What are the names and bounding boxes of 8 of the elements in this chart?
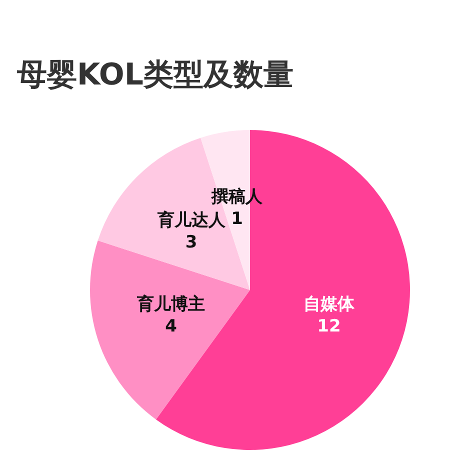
slice-label: 自媒体 xyxy=(303,294,356,315)
slice-label: 育儿达人 xyxy=(156,209,226,230)
data-label: 12 xyxy=(317,316,341,337)
slice-label: 育儿博主 xyxy=(136,294,206,315)
data-label: 4 xyxy=(165,316,178,337)
data-label: 3 xyxy=(185,232,198,252)
chart-title: 母婴KOL类型及数量 xyxy=(16,58,294,92)
data-label: 1 xyxy=(231,209,243,230)
